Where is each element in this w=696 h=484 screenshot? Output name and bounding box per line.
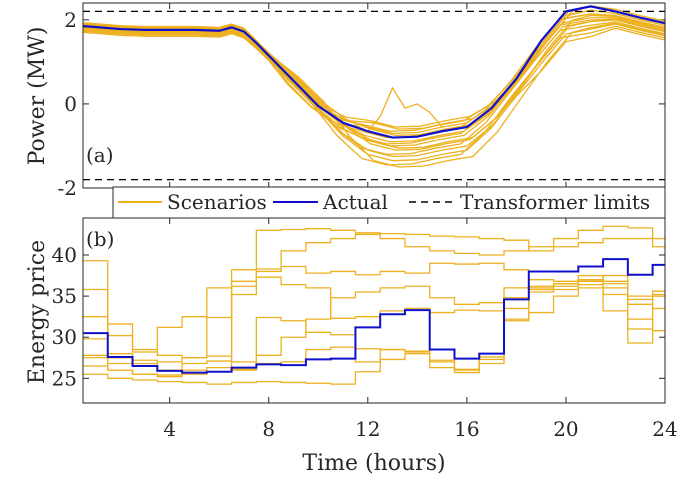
legend-actual-label: Actual bbox=[322, 190, 388, 214]
panel-a-scenario-line bbox=[83, 18, 665, 145]
panel-b-ytick-label: 40 bbox=[52, 243, 77, 267]
panel-b-actual-line bbox=[83, 258, 665, 374]
legend-scenarios-label: Scenarios bbox=[167, 190, 267, 214]
legend-box bbox=[112, 186, 666, 219]
panel-a-scenario-line bbox=[83, 23, 665, 162]
panel-a: 2 0 -2 (a) Power (MW) bbox=[25, 2, 666, 200]
panel-a-scenario-line bbox=[83, 22, 665, 168]
panel-a-scenario-line bbox=[83, 22, 665, 158]
panel-b-scenario-line bbox=[83, 274, 665, 376]
panel-b-xtick-label: 24 bbox=[652, 417, 677, 441]
panel-b-actual bbox=[83, 258, 665, 374]
panel-b-xtick-label: 8 bbox=[262, 417, 275, 441]
panel-a-scenarios bbox=[83, 5, 665, 168]
panel-b: 4 8 12 16 20 24 25 30 35 40 (b) Energy price bbox=[25, 217, 678, 441]
panel-b-scenarios bbox=[83, 225, 665, 385]
panel-b-scenario-line bbox=[83, 228, 665, 371]
panel-a-scenario-spike bbox=[342, 86, 443, 133]
panel-b-ytick-label: 25 bbox=[52, 366, 77, 390]
panel-b-frame bbox=[82, 217, 666, 404]
panel-b-ytick-label: 30 bbox=[52, 325, 77, 349]
panel-b-ticks: 4 8 12 16 20 24 25 30 35 40 bbox=[52, 218, 678, 441]
panel-a-label: (a) bbox=[86, 143, 114, 167]
panel-b-xtick-label: 12 bbox=[355, 417, 380, 441]
panel-b-ylabel: Energy price bbox=[25, 240, 50, 384]
panel-a-ylabel: Power (MW) bbox=[25, 27, 50, 166]
panel-a-actual bbox=[83, 5, 665, 139]
panel-b-ytick-label: 35 bbox=[52, 284, 77, 308]
panel-b-xtick-label: 16 bbox=[454, 417, 479, 441]
x-axis-label: Time (hours) bbox=[302, 451, 445, 476]
legend-limits-label: Transformer limits bbox=[460, 190, 650, 214]
panel-a-scenario-line bbox=[83, 22, 665, 166]
panel-b-scenario-line bbox=[83, 283, 665, 385]
legend: Scenarios Actual Transformer limits bbox=[112, 186, 666, 219]
panel-a-ytick-label: 2 bbox=[64, 8, 77, 32]
panel-a-ytick-label: 0 bbox=[64, 92, 77, 116]
panel-a-actual-line bbox=[83, 5, 665, 139]
panel-b-label: (b) bbox=[86, 227, 114, 251]
panel-b-xtick-label: 4 bbox=[163, 417, 176, 441]
panel-a-ytick-label: -2 bbox=[58, 176, 77, 200]
panel-b-xtick-label: 20 bbox=[553, 417, 578, 441]
